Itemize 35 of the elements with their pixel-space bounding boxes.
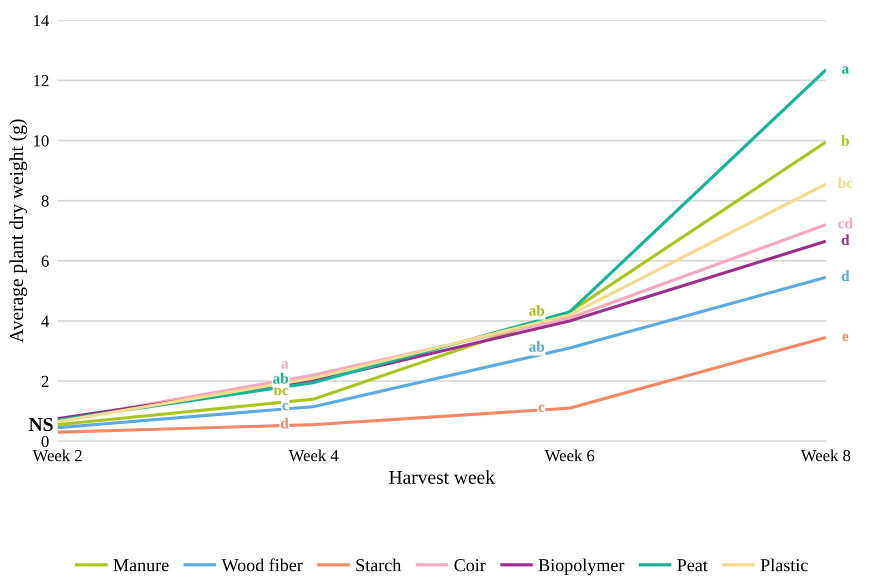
annotation: d xyxy=(842,234,850,246)
legend-label: Peat xyxy=(677,559,708,572)
y-tick-label: 10 xyxy=(34,135,49,146)
x-tick-label: Week 6 xyxy=(544,450,594,462)
annotation: a xyxy=(282,361,288,369)
x-tick-label: Week 8 xyxy=(800,450,850,462)
annotation: ab xyxy=(529,341,544,352)
x-tick-label: Week 4 xyxy=(288,450,338,462)
annotation: ab xyxy=(273,372,288,384)
y-tick-label: 4 xyxy=(41,316,50,327)
legend-label: Wood fiber xyxy=(222,558,303,572)
line-series xyxy=(58,276,826,430)
annotation: bc xyxy=(838,177,853,188)
annotation: b xyxy=(841,135,849,146)
y-tick-label: 2 xyxy=(42,376,48,387)
legend-label: Coir xyxy=(454,559,486,572)
line-series xyxy=(58,336,826,434)
x-tick-label: Week 2 xyxy=(32,450,82,462)
x-axis-title: Harvest week xyxy=(389,470,495,484)
y-tick-label: 14 xyxy=(34,15,50,26)
annotation: NS xyxy=(28,418,53,432)
legend-label: Plastic xyxy=(760,558,808,572)
annotation: ab xyxy=(529,304,544,316)
annotation: e xyxy=(842,334,848,342)
y-tick-label: 8 xyxy=(42,195,49,207)
annotation: cd xyxy=(838,218,853,229)
legend-label: Biopolymer xyxy=(538,558,624,576)
annotation: d xyxy=(842,270,850,282)
y-tick-label: 12 xyxy=(34,75,48,86)
y-tick-label: 6 xyxy=(42,256,49,267)
y-axis-title: Average plant dry weight (g) xyxy=(9,119,28,343)
legend-label: Starch xyxy=(356,558,402,572)
annotation: a xyxy=(842,66,849,74)
legend-label: Manure xyxy=(114,559,169,572)
y-tick-label: 0 xyxy=(42,436,49,448)
